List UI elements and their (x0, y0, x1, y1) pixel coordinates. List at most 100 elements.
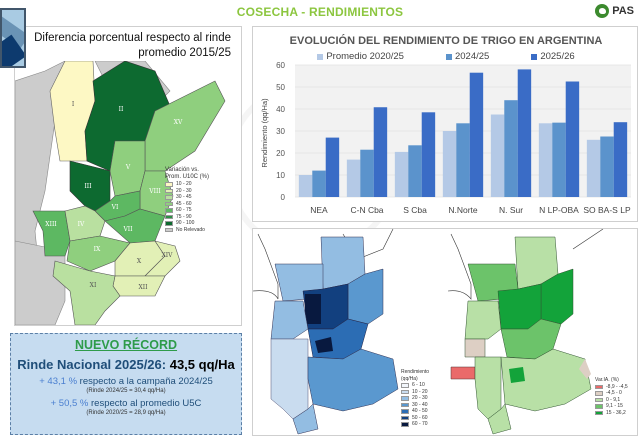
region-label-II: II (119, 106, 124, 113)
region-label-X: X (137, 258, 142, 265)
bar-c-n-cba-series-1 (360, 149, 374, 197)
vs-previous-campaign: + 43,1 % respecto a la campaña 2024/25 (11, 376, 241, 387)
region-label-I: I (72, 101, 75, 108)
pas-logo: PAS (595, 4, 634, 18)
bar-n-norte-series-0 (442, 131, 457, 197)
y-tick-label: 10 (276, 171, 285, 180)
legend-label: 90 - 100 (176, 220, 195, 226)
vs-average-pct: + 50,5 % (50, 398, 89, 409)
legend-label: 60 - 75 (176, 207, 192, 213)
legend-swatch-avg (317, 53, 324, 60)
y-tick-label: 0 (281, 193, 286, 202)
region-label-IX: IX (94, 246, 101, 253)
national-yield: Rinde Nacional 2025/26: 43,5 qq/Ha (11, 357, 241, 372)
regions-map: I II III IV V VI VII VIII IX X XI XII XI… (15, 61, 226, 325)
legend-swatch (401, 422, 409, 427)
y-tick-label: 60 (276, 61, 285, 70)
bar-chart: Rendimiento (qq/Ha) 0 10 20 30 40 50 60 NEA C-N … (260, 61, 631, 215)
legend-swatch (165, 182, 173, 187)
legend-swatch (595, 384, 603, 389)
yield-legend-title2: (qq/Ha) (401, 375, 418, 382)
region-label-IV: IV (78, 221, 85, 228)
legend-label: 6 - 10 (412, 382, 425, 388)
legend-swatch (165, 227, 173, 232)
legend-row: 30 - 45 (165, 194, 209, 201)
legend-swatch (401, 409, 409, 414)
maps-panel: Rendimiento (qq/Ha) 6 - 10 10 - 20 20 - 30… (252, 228, 638, 436)
vs-average: + 50,5 % respecto al promedio U5C (11, 398, 241, 409)
legend-swatch (165, 195, 173, 200)
bar-n-lp-oba-series-1 (552, 122, 566, 197)
bar-n-norte-series-2 (469, 72, 484, 197)
legend-row: 20 - 30 (401, 395, 429, 402)
legend-swatch (401, 402, 409, 407)
yield-legend: Rendimiento (qq/Ha) 6 - 10 10 - 20 20 - 30… (401, 369, 429, 428)
legend-row: 75 - 90 (165, 214, 209, 221)
legend-row: 10 - 20 (401, 389, 429, 396)
legend-row: 90 - 100 (165, 220, 209, 227)
legend-swatch (595, 391, 603, 396)
bar-nea-series-2 (325, 137, 340, 197)
legend-label: 20 - 30 (176, 187, 192, 194)
page-title: COSECHA - RENDIMIENTOS (236, 5, 404, 19)
vs-previous-pct: + 43,1 % (39, 376, 78, 387)
legend-row: 9,1 - 15 (595, 403, 628, 410)
legend-label: 45 - 60 (176, 200, 192, 207)
legend-label: 9,1 - 15 (606, 403, 623, 409)
yield-maps (253, 229, 604, 435)
x-tick-label: NEA (310, 205, 328, 215)
legend-label: 75 - 90 (176, 213, 192, 220)
variation-legend-title2: Prom. U10C (%) (165, 174, 210, 180)
region-label-XI: XI (90, 282, 97, 289)
legend-label: 60 - 70 (412, 421, 428, 427)
region-label-XIV: XIV (162, 252, 174, 259)
legend-label: 40 - 50 (412, 408, 428, 414)
legend-swatch (401, 389, 409, 394)
bar-n-lp-oba-series-0 (538, 123, 553, 197)
legend-swatch (165, 221, 173, 226)
legend-row: No Relevado (165, 227, 209, 234)
x-tick-label: S Cba (403, 205, 427, 215)
legend-label: 15 - 36,2 (606, 409, 626, 416)
national-yield-value: 43,5 qq/Ha (169, 357, 235, 372)
yield-chart-panel: EVOLUCIÓN DEL RENDIMIENTO DE TRIGO EN AR… (252, 26, 638, 222)
variation-legend: Variación vs. Prom. U10C (%) 10 - 20 20 -… (165, 167, 209, 233)
legend-swatch (401, 383, 409, 388)
y-tick-label: 30 (276, 127, 285, 136)
legend-row: 60 - 75 (165, 207, 209, 214)
bar-c-n-cba-series-2 (373, 107, 388, 197)
legend-row: 6 - 10 (401, 382, 429, 389)
legend-label: 50 - 60 (412, 414, 428, 421)
region-label-VIII: VIII (148, 188, 161, 195)
legend-label: No Relevado (176, 226, 205, 233)
bar-so-ba-s-lp-series-2 (613, 122, 628, 197)
legend-item-2025: 2025/26 (531, 51, 575, 62)
bar-n-sur-series-2 (517, 69, 532, 197)
bar-s-cba-series-2 (421, 112, 436, 197)
x-tick-label: N.Norte (448, 205, 478, 215)
vs-previous-sub: (Rinde 2024/25 = 30,4 qq/Ha) (86, 388, 166, 394)
legend-label-2025: 2025/26 (540, 51, 575, 62)
variation-legend-title1: Variación vs. (165, 167, 199, 173)
variation-ia-legend-title: Var.IA. (%) (595, 377, 619, 383)
logo-mark-icon (595, 4, 610, 18)
y-axis-label: Rendimiento (qq/Ha) (260, 98, 269, 168)
yield-legend-title1: Rendimiento (401, 369, 430, 375)
legend-row: 20 - 30 (165, 188, 209, 195)
vs-average-text: respecto al promedio U5C (91, 398, 202, 409)
bar-s-cba-series-1 (408, 145, 422, 197)
logo-text: PAS (612, 5, 634, 17)
legend-swatch (595, 410, 603, 415)
region-label-XV: XV (174, 119, 183, 126)
bar-n-lp-oba-series-2 (565, 81, 580, 197)
bar-nea-series-1 (312, 170, 326, 197)
legend-label: 30 - 40 (412, 401, 428, 408)
bar-so-ba-s-lp-series-0 (586, 139, 601, 197)
legend-row: 40 - 50 (401, 408, 429, 415)
legend-swatch (401, 415, 409, 420)
legend-row: 45 - 60 (165, 201, 209, 208)
legend-item-avg: Promedio 2020/25 (317, 51, 404, 62)
legend-row: 30 - 40 (401, 402, 429, 409)
